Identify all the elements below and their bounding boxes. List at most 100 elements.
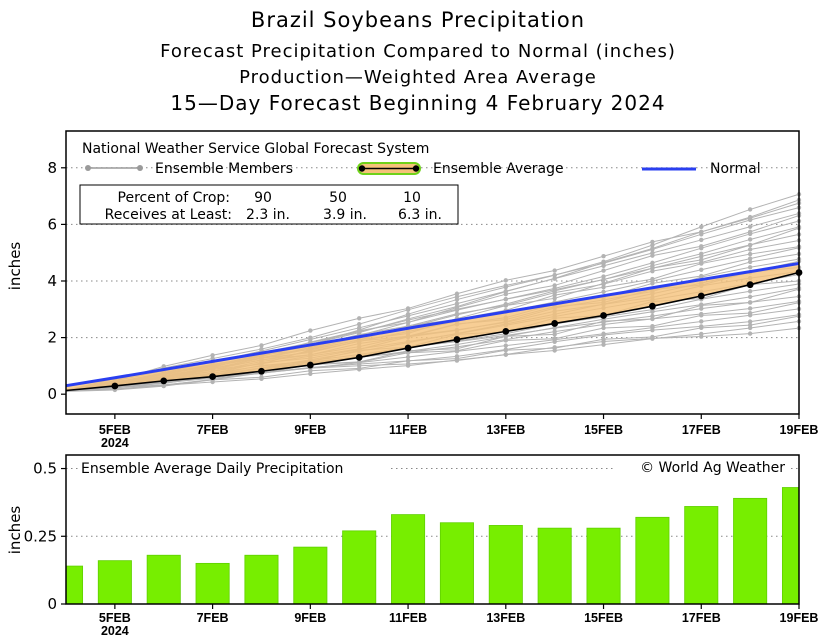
ensemble-member-point (405, 311, 411, 317)
legend-source: National Weather Service Global Forecast… (82, 141, 429, 157)
daily-bar (684, 506, 719, 605)
ensemble-member-point (747, 214, 753, 220)
chart-subtitle-area: Production—Weighted Area Average (239, 67, 597, 88)
top-y-tick-label: 4 (47, 272, 57, 290)
ensemble-member-point (601, 289, 606, 295)
ensemble-member-point (454, 346, 460, 351)
ensemble-member-point (503, 278, 508, 283)
ensemble-member-point (503, 343, 508, 348)
ensemble-member-point (552, 273, 557, 278)
daily-bar (635, 516, 670, 605)
bottom-x-tick-label: 7FEB (197, 611, 229, 625)
ensemble-member-point (601, 254, 606, 259)
ensemble-average-line (65, 271, 800, 392)
ensemble-member-point (699, 324, 704, 329)
ensemble-member-point (454, 304, 460, 309)
ensemble-member-line (65, 327, 800, 392)
legend-members-dot-start (85, 165, 91, 171)
ensemble-member-point (503, 301, 508, 307)
daily-title: Ensemble Average Daily Precipitation (81, 461, 343, 477)
top-x-tick-label: 5FEB (99, 423, 131, 437)
crop-table-row1-label: Percent of Crop: (118, 190, 230, 206)
ensemble-member-line (65, 220, 800, 392)
ensemble-member-point (454, 354, 460, 359)
daily-bar (65, 565, 84, 605)
daily-bar (488, 525, 523, 605)
ensemble-member-line (65, 314, 800, 391)
daily-bar (781, 487, 800, 605)
ensemble-member-point (699, 224, 704, 230)
ensemble-member-point (552, 336, 557, 341)
ensemble-member-point (747, 207, 753, 212)
ensemble-average-point (453, 336, 461, 343)
ensemble-member-point (747, 229, 753, 235)
ensemble-member-point (503, 296, 508, 302)
chart-title: Brazil Soybeans Precipitation (251, 8, 585, 32)
ensemble-member-point (259, 343, 264, 348)
top-y-tick-label: 6 (47, 215, 57, 233)
crop-table-amount-50: 3.9 in. (323, 207, 367, 223)
ensemble-member-point (454, 291, 460, 296)
chart-subtitle: Forecast Precipitation Compared to Norma… (160, 41, 676, 62)
ensemble-member-point (503, 347, 508, 352)
daily-bar (195, 562, 230, 605)
ensemble-member-point (699, 302, 704, 307)
top-y-tick-label: 2 (47, 329, 57, 347)
legend-members-dot-end (137, 165, 143, 171)
ensemble-average-point (746, 281, 754, 289)
bottom-y-tick-label: 0.25 (24, 527, 57, 545)
ensemble-member-point (699, 229, 704, 235)
ensemble-member-point (308, 371, 313, 376)
ensemble-member-line (65, 287, 800, 392)
ensemble-member-point (699, 319, 704, 324)
ensemble-member-point (650, 316, 655, 322)
ensemble-average-point (649, 302, 656, 310)
ensemble-member-point (747, 265, 753, 270)
legend-average-label: Ensemble Average (433, 161, 564, 177)
daily-bar (97, 560, 132, 605)
legend-average-dot-start (358, 165, 366, 172)
bottom-y-tick-label: 0 (47, 595, 57, 613)
top-y-tick-label: 8 (47, 159, 57, 177)
crop-table-percent-10: 10 (403, 190, 421, 206)
ensemble-average-point (502, 327, 510, 335)
daily-bar (733, 497, 768, 605)
ensemble-member-point (552, 332, 557, 337)
ensemble-member-point (747, 289, 753, 294)
top-x-tick-label: 15FEB (584, 423, 623, 437)
ensemble-member-point (552, 276, 557, 281)
ensemble-member-point (747, 247, 753, 252)
ensemble-member-point (747, 322, 753, 328)
ensemble-member-point (747, 306, 753, 311)
ensemble-member-point (601, 277, 606, 282)
daily-title-backdrop (78, 459, 391, 478)
top-x-tick-sublabel: 2024 (101, 436, 129, 450)
ensemble-member-point (699, 306, 704, 311)
ensemble-member-point (747, 237, 753, 242)
ensemble-member-point (405, 358, 411, 364)
ensemble-member-point (699, 331, 704, 337)
ensemble-member-point (601, 274, 606, 279)
ensemble-member-point (699, 311, 704, 317)
ensemble-member-point (747, 319, 753, 324)
bottom-x-tick-label: 11FEB (389, 611, 427, 625)
bottom-x-tick-label: 13FEB (486, 611, 525, 625)
ensemble-member-point (503, 337, 508, 342)
ensemble-average-point (355, 354, 363, 361)
daily-bar (537, 527, 572, 605)
ensemble-member-point (308, 335, 313, 340)
ensemble-member-point (747, 251, 753, 257)
daily-bar (586, 527, 621, 605)
copyright: © World Ag Weather (640, 460, 785, 476)
ensemble-member-point (699, 251, 704, 256)
daily-bars (65, 487, 800, 605)
ensemble-member-point (454, 297, 460, 302)
daily-bar (342, 530, 377, 605)
ensemble-average-point (551, 320, 559, 327)
ensemble-member-point (699, 257, 704, 263)
ensemble-member-point (357, 316, 362, 321)
ensemble-member-point (747, 294, 753, 300)
ensemble-member-point (747, 300, 753, 305)
ensemble-member-point (650, 239, 655, 245)
